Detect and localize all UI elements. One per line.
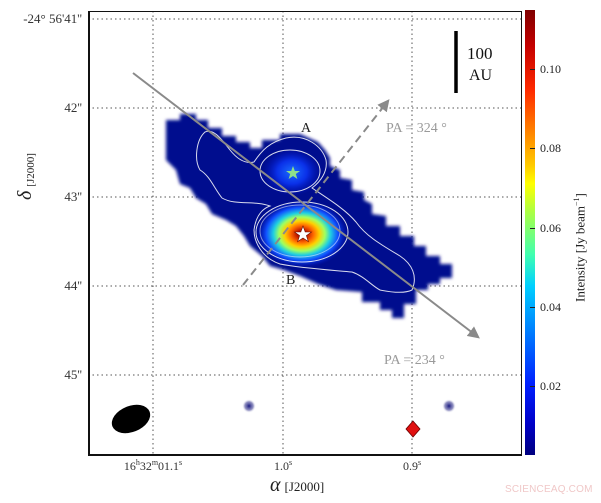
plot-area <box>88 11 521 455</box>
x-axis-sub: [J2000] <box>284 479 325 494</box>
blue-dot <box>242 399 256 413</box>
cb-tick-0.08: 0.08 <box>540 141 561 155</box>
colorbar <box>525 10 535 455</box>
cb-tick-0.06: 0.06 <box>540 221 561 235</box>
cb-tick-0.04: 0.04 <box>540 300 561 314</box>
grid-lines <box>88 11 521 455</box>
red-diamond-icon <box>405 420 421 438</box>
y-axis-label: δ [J2000] <box>14 100 37 200</box>
y-tick-43: 43'' <box>64 189 82 204</box>
x-axis-symbol: α <box>270 474 281 496</box>
blue-dot <box>442 399 456 413</box>
plot-frame <box>88 11 522 456</box>
scale-unit: AU <box>469 67 493 84</box>
x-tick-0.9: 0.9s <box>402 458 422 473</box>
x-tick-1.0: 1.0s <box>273 458 293 473</box>
y-tick-42: 42'' <box>64 100 82 115</box>
y-axis-symbol: δ <box>14 190 36 200</box>
intensity-map <box>88 11 521 455</box>
source-b-label: B <box>286 273 296 288</box>
pa-234-label: PA = 234 ° <box>384 353 445 368</box>
pa-324-arrow <box>242 99 390 286</box>
source-a-star-icon <box>286 166 300 179</box>
source-b-star-icon <box>293 225 313 243</box>
watermark: SCIENCEAQ.COM <box>505 484 593 495</box>
pa-324-label: PA = 324 ° <box>386 121 447 136</box>
beam-ellipse <box>111 404 151 434</box>
source-a-label: A <box>301 121 312 136</box>
x-axis-label: α [J2000] <box>270 474 324 497</box>
cb-tick-mark <box>530 386 535 387</box>
colorbar-label: Intensity [Jy beam−1] <box>572 193 588 302</box>
x-tick-1.1: 16h32m01.1s <box>123 458 183 473</box>
scale-value: 100 <box>467 44 493 63</box>
y-tick-45: 45'' <box>64 367 82 382</box>
cb-tick-0.10: 0.10 <box>540 62 561 76</box>
cb-tick-mark <box>530 228 535 229</box>
cb-tick-mark <box>530 69 535 70</box>
pa-234-arrow <box>132 72 480 339</box>
y-tick-44: 44'' <box>64 278 82 293</box>
y-tick-41: -24° 56'41'' <box>23 11 82 26</box>
cb-tick-mark <box>530 307 535 308</box>
cb-tick-0.02: 0.02 <box>540 379 561 393</box>
y-axis-sub: [J2000] <box>25 153 37 187</box>
cb-tick-mark <box>530 148 535 149</box>
